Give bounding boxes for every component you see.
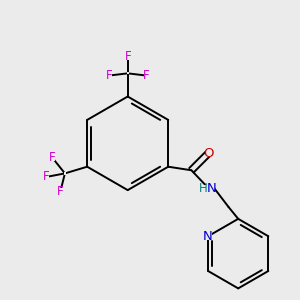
Text: F: F <box>43 170 50 184</box>
FancyBboxPatch shape <box>144 73 149 79</box>
FancyBboxPatch shape <box>50 155 55 161</box>
Text: H: H <box>199 182 207 195</box>
Text: F: F <box>143 69 150 82</box>
FancyBboxPatch shape <box>64 172 66 175</box>
FancyBboxPatch shape <box>204 233 212 240</box>
FancyBboxPatch shape <box>58 188 63 194</box>
Text: F: F <box>124 50 131 63</box>
FancyBboxPatch shape <box>106 73 112 79</box>
FancyBboxPatch shape <box>205 150 212 157</box>
Text: N: N <box>207 182 216 195</box>
FancyBboxPatch shape <box>44 174 49 180</box>
Text: F: F <box>57 185 64 198</box>
Text: O: O <box>203 147 214 160</box>
FancyBboxPatch shape <box>125 53 130 60</box>
FancyBboxPatch shape <box>127 72 129 74</box>
Text: N: N <box>203 230 213 243</box>
Text: F: F <box>106 69 112 82</box>
FancyBboxPatch shape <box>201 184 215 192</box>
Text: F: F <box>49 151 56 164</box>
